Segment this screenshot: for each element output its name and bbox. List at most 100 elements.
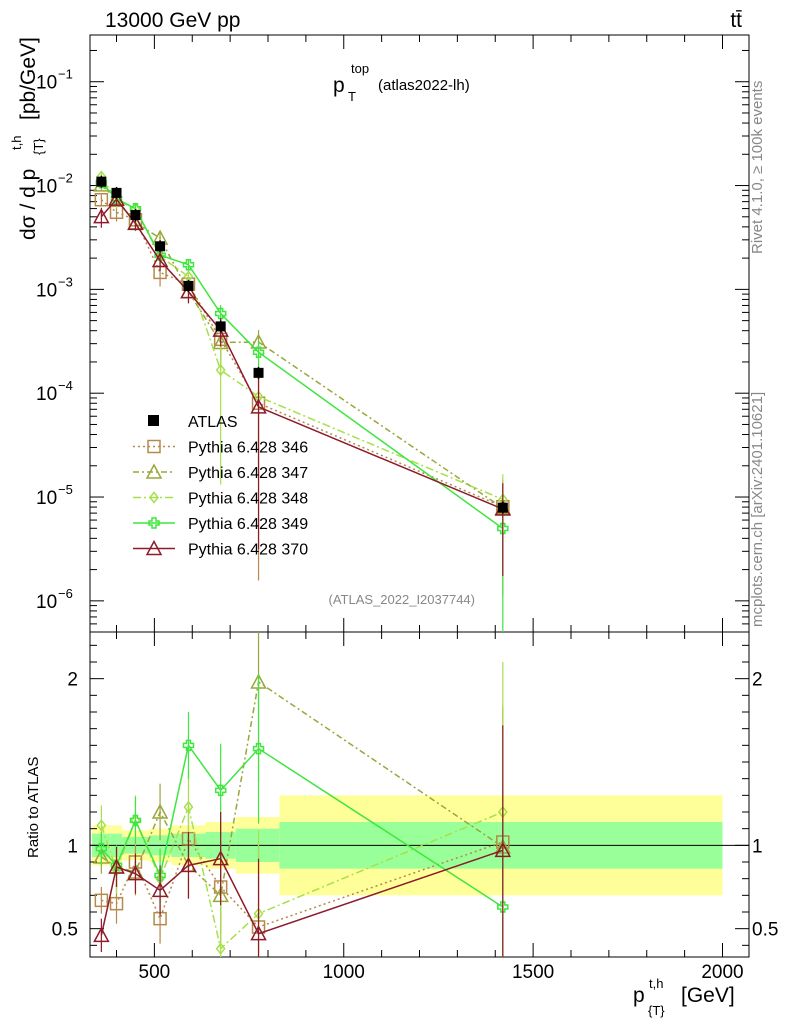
svg-text:dσ / d p: dσ / d p	[17, 169, 40, 240]
y-tick-label: 10	[36, 384, 57, 405]
x-axis-label-unit: [GeV]	[681, 984, 735, 1007]
legend-marker	[145, 539, 163, 556]
series-point-ratio	[127, 865, 144, 881]
legend-label-atlas: ATLAS	[188, 414, 238, 431]
series-point-ratio	[93, 926, 110, 943]
legend-marker	[149, 491, 159, 504]
x-axis-label-main: p	[633, 984, 645, 1007]
y-axis-label-sup: t,h	[9, 136, 24, 150]
plot-title-sup: top	[351, 61, 369, 76]
y-tick-label-exp: −3	[58, 274, 73, 289]
series-point-ratio	[94, 893, 109, 908]
plot-title-tag: (atlas2022-lh)	[378, 77, 470, 94]
y-tick-label: 10	[36, 488, 57, 509]
series-point-ratio	[252, 742, 265, 755]
series-point-main	[215, 363, 226, 377]
series-point-ratio	[182, 739, 195, 752]
ratio-tick-label-right: 2	[752, 670, 763, 691]
x-tick-label: 2000	[701, 962, 743, 983]
rivet-label: Rivet 4.1.0, ≥ 100k events	[749, 81, 766, 254]
y-axis-label: dσ / d p t,h {T} [pb/GeV]	[9, 37, 46, 240]
y-tick-label-exp: −5	[58, 482, 73, 497]
y-tick-label: 10	[36, 592, 57, 613]
legend-marker	[147, 439, 161, 454]
analysis-id: (ATLAS_2022_I2037744)	[329, 592, 475, 607]
series-point-ratio	[108, 858, 125, 874]
atlas-point	[183, 280, 194, 291]
atlas-point	[111, 187, 122, 198]
atlas-point	[130, 210, 141, 221]
y-axis-label-sub: {T}	[31, 138, 46, 155]
legend-label: Pythia 6.428 348	[188, 491, 308, 508]
x-axis-label: p t,h {T} [GeV]	[633, 976, 735, 1018]
series-point-ratio	[109, 896, 124, 911]
y-tick-label: 10	[36, 177, 57, 198]
x-tick-label: 500	[139, 962, 171, 983]
series-point-ratio	[494, 841, 512, 858]
series-point-ratio	[215, 942, 226, 955]
series-point-main	[94, 192, 109, 207]
ratio-tick-label-left: 0.5	[52, 920, 78, 941]
y-tick-label-exp: −6	[58, 586, 73, 601]
ratio-series	[93, 632, 512, 957]
legend: ATLAS Pythia 6.428 346 Pythia 6.428 347 Pyt…	[133, 414, 308, 559]
y-axis-label-unit: [pb/GeV]	[17, 37, 40, 120]
series-point-ratio	[95, 842, 108, 855]
x-axis-label-sub: {T}	[648, 1003, 665, 1018]
series-line-ratio	[100, 743, 504, 908]
y-tick-label: 10	[36, 280, 57, 301]
legend-label: Pythia 6.428 347	[188, 465, 308, 482]
energy-label: 13000 GeV pp	[105, 9, 240, 32]
legend-marker	[148, 517, 160, 529]
series-point-main	[497, 522, 509, 535]
series-point-ratio	[180, 856, 197, 873]
ratio-y-label: Ratio to ATLAS	[25, 757, 42, 858]
ratio-tick-label-left: 1	[67, 836, 78, 857]
axis-ticks	[90, 35, 749, 957]
y-axis-label-main: dσ / d p	[17, 169, 40, 240]
series-point-ratio	[250, 925, 267, 941]
ratio-tick-label-right: 1	[752, 836, 763, 857]
plot-title-main: p	[333, 74, 345, 97]
y-tick-label-exp: −1	[58, 67, 73, 82]
series-line-main	[100, 197, 504, 510]
y-tick-label-exp: −4	[58, 378, 73, 393]
plot-title-sub: T	[348, 89, 356, 104]
series-point-ratio	[96, 819, 107, 832]
series-point-ratio	[212, 850, 229, 866]
y-tick-label: 10	[36, 73, 57, 94]
series-point-main	[127, 214, 144, 231]
legend-marker-atlas	[148, 415, 159, 426]
legend-label: Pythia 6.428 370	[188, 542, 308, 559]
plot-title: p	[333, 74, 345, 97]
series-point-ratio	[183, 800, 194, 814]
series-point-ratio	[151, 881, 169, 898]
series-point-main	[182, 258, 195, 271]
main-series	[93, 170, 512, 632]
ratio-tick-label-left: 2	[67, 670, 78, 691]
x-tick-label: 1500	[512, 962, 554, 983]
series-point-main	[250, 398, 267, 414]
atlas-point	[253, 367, 264, 378]
series-point-ratio	[497, 901, 509, 913]
series-point-ratio	[214, 784, 227, 797]
x-axis-label-sup: t,h	[649, 976, 663, 991]
process-label: tt̄	[730, 9, 742, 32]
atlas-point	[497, 502, 508, 513]
series-line-ratio	[100, 849, 504, 936]
series-point-main	[180, 283, 197, 299]
series-point-ratio	[151, 803, 169, 819]
atlas-point	[215, 321, 226, 332]
series-point-ratio	[129, 814, 142, 827]
series-point-main	[151, 251, 169, 268]
legend-label: Pythia 6.428 349	[188, 516, 308, 533]
series-point-main	[108, 190, 125, 206]
series-point-main	[252, 346, 265, 358]
atlas-point	[96, 176, 107, 187]
y-tick-label-exp: −2	[58, 171, 73, 186]
ratio-tick-label-right: 0.5	[752, 920, 778, 941]
atlas-point	[155, 241, 166, 252]
series-line-main	[100, 176, 504, 501]
